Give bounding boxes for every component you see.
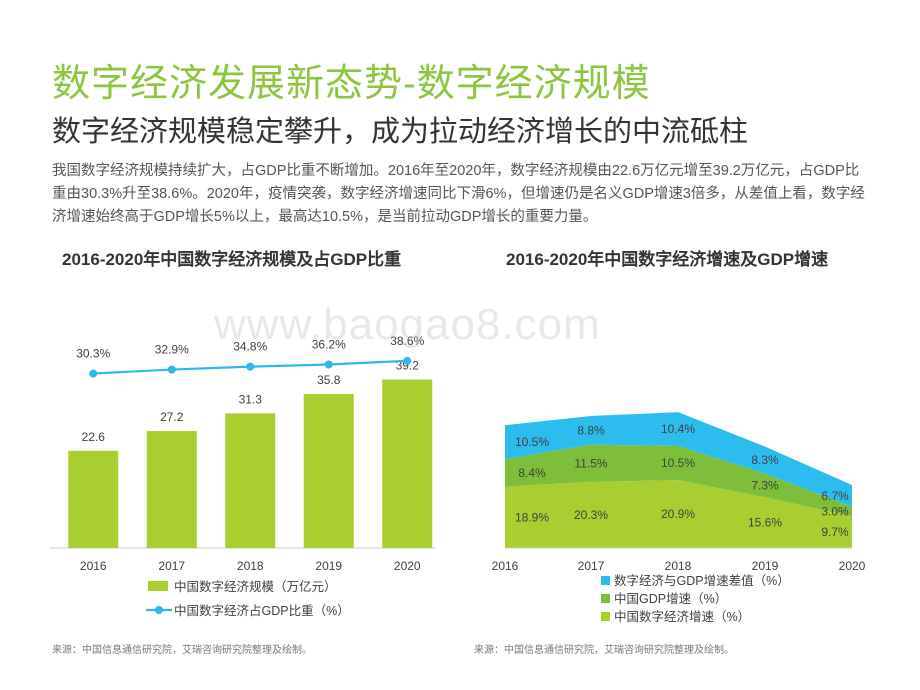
x-tick-label: 2018 — [237, 559, 264, 573]
legend-label: 数字经济与GDP增速差值（%） — [614, 573, 790, 588]
bar-data-label: 31.3 — [239, 392, 263, 406]
legend-swatch — [601, 576, 610, 585]
area-diff — [505, 412, 852, 507]
right-source-note: 来源：中国信息通信研究院，艾瑞咨询研究院整理及绘制。 — [474, 645, 734, 656]
x-tick-label: 2020 — [394, 559, 421, 573]
x-tick-label: 2019 — [315, 559, 342, 573]
watermark: www.baogao8.com — [214, 300, 601, 349]
share-data-label: 36.2% — [312, 338, 346, 352]
legend-swatch-bar — [148, 581, 168, 591]
share-point — [89, 369, 98, 378]
share-point — [324, 360, 333, 369]
share-data-label: 34.8% — [233, 340, 267, 354]
gdp-growth-label: 8.4% — [518, 466, 546, 480]
diff-label: 10.5% — [515, 435, 549, 449]
page-subtitle: 数字经济规模稳定攀升，成为拉动经济增长的中流砥柱 — [52, 116, 749, 148]
x-tick-label: 2017 — [158, 559, 185, 573]
legend-label: 中国数字经济增速（%） — [614, 609, 750, 624]
left-source-note: 来源：中国信息通信研究院，艾瑞咨询研究院整理及绘制。 — [52, 645, 312, 656]
x-tick-label: 2018 — [665, 559, 692, 573]
digital-growth-label: 20.3% — [574, 508, 608, 522]
legend-label-bar: 中国数字经济规模（万亿元） — [174, 579, 337, 594]
bar — [146, 431, 197, 548]
gdp-growth-label: 11.5% — [574, 456, 607, 470]
legend-label: 中国GDP增速（%） — [614, 591, 727, 606]
page-description: 我国数字经济规模持续扩大，占GDP比重不断增加。2016年至2020年，数字经济… — [52, 163, 865, 225]
legend-swatch — [601, 594, 610, 603]
digital-growth-label: 15.6% — [748, 516, 782, 530]
area-gdp-growth — [505, 444, 852, 517]
x-tick-label: 2016 — [80, 559, 107, 573]
share-point — [167, 365, 176, 374]
bar-data-label: 35.8 — [317, 373, 341, 387]
share-point — [246, 362, 255, 371]
right-chart-title: 2016-2020年中国数字经济增速及GDP增速 — [506, 250, 829, 269]
x-tick-label: 2016 — [492, 559, 519, 573]
bar-data-label: 22.6 — [82, 430, 106, 444]
diff-label: 8.3% — [751, 453, 779, 467]
left-chart-title: 2016-2020年中国数字经济规模及占GDP比重 — [62, 250, 402, 269]
diff-label: 10.4% — [661, 422, 695, 436]
left-chart: 22.6201627.2201731.3201835.8201939.22020… — [50, 334, 436, 618]
diff-label: 8.8% — [577, 423, 605, 437]
x-tick-label: 2020 — [839, 559, 866, 573]
gdp-growth-label: 3.0% — [821, 505, 849, 519]
legend-swatch — [601, 612, 610, 621]
right-chart: 2016 18.9% 8.4% 10.5% 2017 20.3% 11.5% 8.8% 2018… — [492, 412, 866, 624]
x-tick-label: 2019 — [752, 559, 779, 573]
share-data-label: 38.6% — [390, 334, 424, 348]
legend-swatch-point — [155, 606, 163, 614]
digital-growth-label: 20.9% — [661, 507, 695, 521]
gdp-growth-label: 10.5% — [661, 456, 695, 470]
bar — [382, 379, 433, 548]
share-data-label: 32.9% — [155, 343, 189, 357]
bar — [225, 413, 276, 548]
gdp-growth-label: 7.3% — [751, 478, 779, 492]
diff-label: 6.7% — [821, 489, 849, 503]
share-data-label: 30.3% — [76, 347, 110, 361]
digital-growth-label: 18.9% — [515, 510, 549, 524]
x-tick-label: 2017 — [578, 559, 605, 573]
legend-label-line: 中国数字经济占GDP比重（%） — [174, 603, 350, 618]
bar — [303, 394, 354, 548]
page-title: 数字经济发展新态势-数字经济规模 — [52, 63, 651, 105]
share-point — [403, 356, 412, 365]
bar-data-label: 27.2 — [160, 410, 184, 424]
area-digital-growth — [505, 480, 852, 548]
bar — [68, 450, 119, 548]
digital-growth-label: 9.7% — [821, 525, 849, 539]
